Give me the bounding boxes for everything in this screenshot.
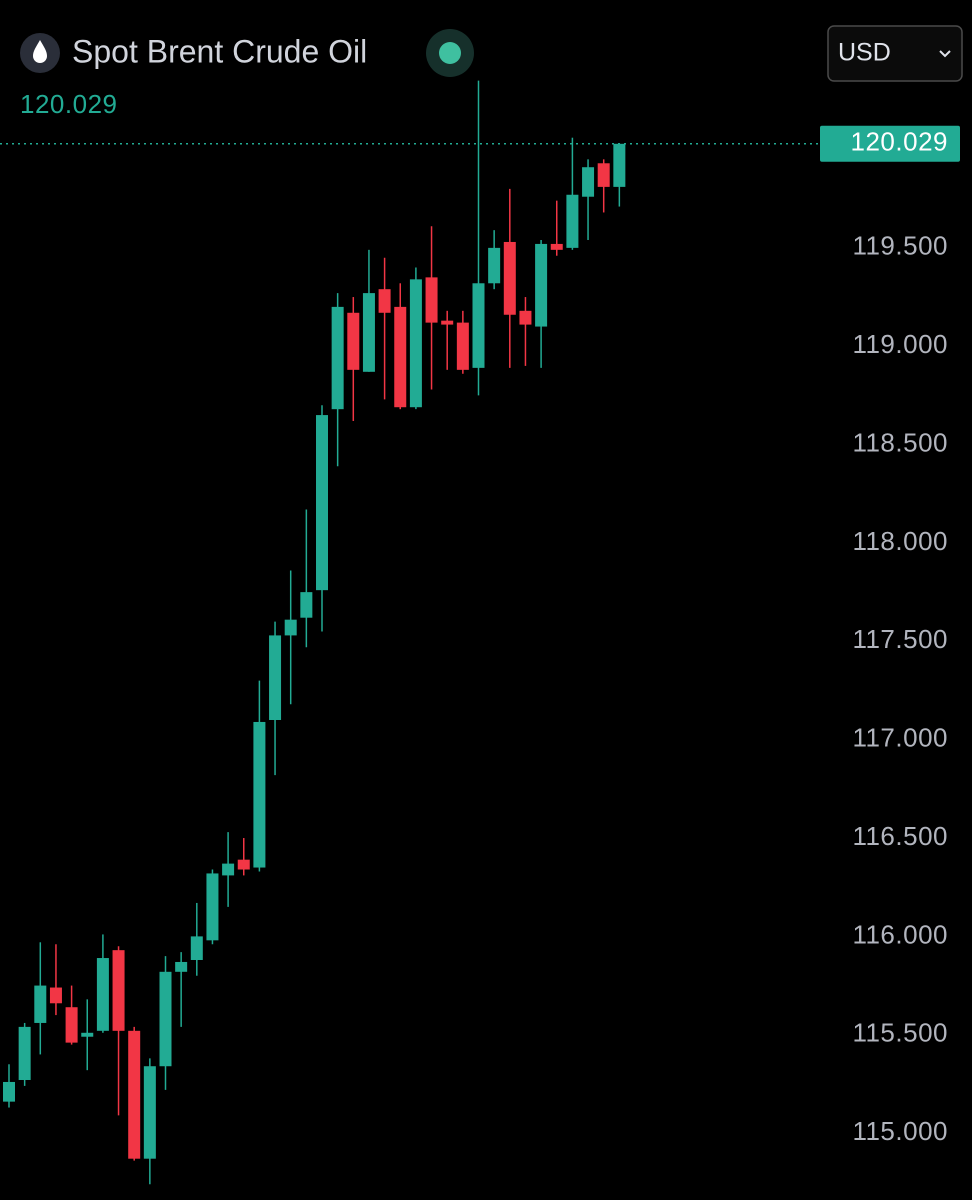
candle-body — [112, 950, 125, 1031]
y-tick-label: 117.000 — [852, 723, 948, 753]
candle-body — [409, 279, 422, 408]
candle-body — [347, 312, 360, 370]
candle-body — [519, 310, 532, 325]
candle-body — [582, 167, 595, 197]
candle-body — [222, 863, 235, 876]
candle-body — [65, 1007, 78, 1043]
candle-body — [378, 289, 391, 313]
candle-body — [425, 277, 438, 323]
candle-body — [362, 293, 375, 372]
candle-body — [597, 163, 610, 187]
candle-body — [253, 721, 266, 868]
candle-body — [3, 1081, 15, 1102]
y-tick-label: 117.500 — [852, 624, 948, 654]
candle-body — [96, 958, 109, 1031]
y-tick-label: 116.000 — [852, 919, 948, 949]
y-tick-label: 118.500 — [852, 427, 948, 457]
candle-body — [269, 635, 282, 720]
y-tick-label: 119.500 — [852, 231, 948, 261]
candle-body — [159, 971, 172, 1067]
candle-body — [237, 859, 250, 870]
status-dot — [439, 42, 461, 64]
candle-body — [128, 1030, 141, 1159]
plot-area — [0, 80, 820, 1185]
candle-body — [488, 247, 501, 284]
candle-body — [550, 243, 563, 250]
candle-body — [49, 987, 62, 1004]
candle-body — [566, 194, 579, 248]
last-price-label: 120.029 — [851, 127, 948, 157]
candle-body — [331, 306, 344, 410]
candle-body — [535, 243, 548, 327]
y-tick-label: 116.500 — [852, 821, 948, 851]
candle-body — [441, 320, 454, 325]
header: Spot Brent Crude Oil 120.029 USD — [20, 25, 963, 119]
candle-body — [300, 592, 313, 618]
y-tick-label: 115.000 — [852, 1116, 948, 1146]
candle-body — [456, 322, 469, 370]
candle-body — [613, 143, 626, 187]
currency-select[interactable]: USD — [827, 25, 963, 82]
candle-body — [143, 1066, 156, 1159]
y-tick-label: 115.500 — [852, 1018, 948, 1048]
candle-body — [284, 619, 297, 636]
currency-box[interactable] — [827, 25, 963, 82]
candle-body — [394, 306, 407, 408]
header-price: 120.029 — [20, 89, 117, 119]
y-tick-label: 119.000 — [852, 329, 948, 359]
candle-body — [206, 873, 219, 941]
candle-body — [472, 283, 485, 368]
symbol-title: Spot Brent Crude Oil — [72, 33, 367, 69]
drop-icon — [33, 40, 47, 63]
candle-body — [503, 241, 516, 315]
candle-body — [18, 1026, 31, 1080]
chevron[interactable] — [939, 50, 951, 58]
currency-label[interactable]: USD — [838, 39, 891, 67]
last-price-tag — [820, 125, 960, 162]
price-axis: 115.000 115.500 116.000 116.500 117.000 117.5… — [820, 125, 960, 1146]
y-tick-label: 118.000 — [852, 526, 948, 556]
candle-body — [190, 936, 203, 960]
candle-body — [34, 985, 47, 1023]
candle-body — [81, 1032, 94, 1037]
candle-body — [175, 961, 188, 972]
candle-body — [316, 415, 328, 591]
